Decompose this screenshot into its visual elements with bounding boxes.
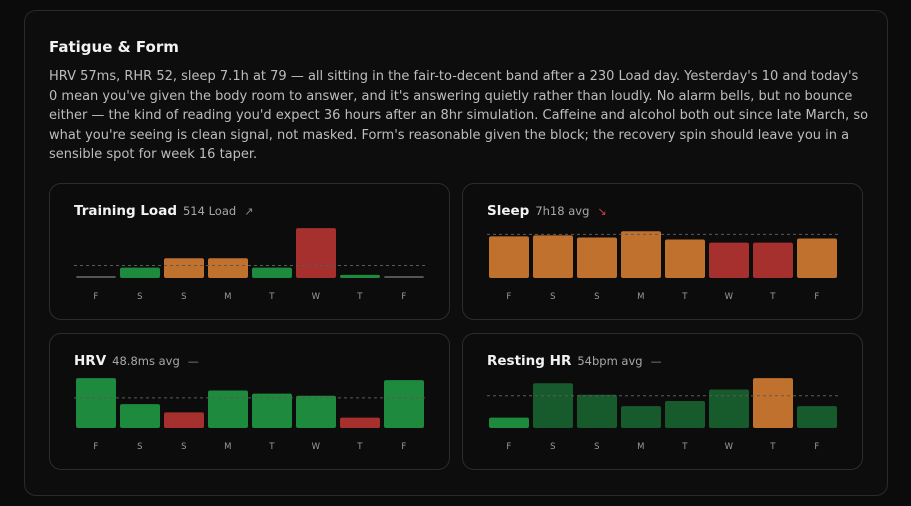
bar-0[interactable] — [489, 236, 529, 278]
hrv-chart — [74, 376, 426, 428]
bar-5[interactable] — [296, 395, 336, 428]
card-description: HRV 57ms, RHR 52, sleep 7.1h at 79 — all… — [49, 69, 869, 162]
panel-subtitle: 7h18 avg — [535, 204, 590, 218]
bar-6[interactable] — [340, 417, 380, 428]
bar-4[interactable] — [252, 393, 292, 428]
day-label: T — [770, 442, 776, 452]
bar-1[interactable] — [120, 267, 160, 278]
resting-hr-panel[interactable]: Resting HR 54bpm avg — F S S M T W T F — [462, 333, 863, 470]
day-label: M — [224, 442, 232, 452]
bar-0[interactable] — [76, 378, 116, 428]
day-label: S — [181, 442, 187, 452]
day-label: F — [814, 442, 820, 452]
bar-3[interactable] — [621, 231, 661, 278]
day-label: M — [637, 442, 645, 452]
day-label: T — [682, 442, 688, 452]
resting-hr-svg — [487, 378, 839, 428]
bar-4[interactable] — [665, 400, 705, 428]
bar-3[interactable] — [208, 258, 248, 278]
day-label: F — [506, 442, 512, 452]
bar-3[interactable] — [208, 390, 248, 428]
hrv-svg — [74, 378, 426, 428]
day-label: F — [506, 292, 512, 302]
bar-4[interactable] — [252, 267, 292, 278]
panel-title: Sleep — [487, 203, 530, 219]
bar-6[interactable] — [340, 274, 380, 278]
bar-7[interactable] — [384, 380, 424, 428]
bar-7[interactable] — [384, 276, 424, 278]
bar-7[interactable] — [797, 238, 837, 278]
trend-flat-icon: — — [187, 355, 199, 368]
bar-6[interactable] — [753, 242, 793, 278]
panel-subtitle: 48.8ms avg — [112, 354, 180, 368]
bar-4[interactable] — [665, 239, 705, 278]
bar-0[interactable] — [489, 417, 529, 428]
panel-title: Resting HR — [487, 353, 572, 369]
day-label: W — [311, 292, 321, 302]
day-label: S — [550, 442, 556, 452]
day-label: F — [93, 292, 99, 302]
bar-7[interactable] — [797, 406, 837, 428]
day-label: F — [93, 442, 99, 452]
training-load-svg — [74, 228, 426, 278]
bar-1[interactable] — [533, 235, 573, 278]
bar-5[interactable] — [709, 389, 749, 428]
training-load-panel[interactable]: Training Load 514 Load ↗ F S S M T W T F — [49, 183, 450, 320]
fatigue-form-card: Fatigue & Form HRV 57ms, RHR 52, sleep 7… — [24, 10, 888, 496]
panel-title: HRV — [74, 353, 107, 369]
day-label: M — [224, 292, 232, 302]
bar-6[interactable] — [753, 378, 793, 428]
sleep-svg — [487, 231, 839, 278]
bar-0[interactable] — [76, 276, 116, 278]
day-label: T — [357, 292, 363, 302]
day-label: F — [814, 292, 820, 302]
training-load-chart — [74, 226, 426, 278]
resting-hr-chart — [487, 376, 839, 428]
hrv-panel[interactable]: HRV 48.8ms avg — F S S M T W T F — [49, 333, 450, 470]
day-label: T — [770, 292, 776, 302]
panel-subtitle: 514 Load — [182, 204, 237, 218]
panel-title: Training Load — [74, 203, 177, 219]
bar-2[interactable] — [164, 258, 204, 278]
trend-down-icon: ↘ — [597, 205, 607, 218]
day-label: S — [594, 442, 600, 452]
day-label: S — [137, 292, 143, 302]
day-label: T — [357, 442, 363, 452]
day-label: W — [724, 442, 734, 452]
bar-1[interactable] — [533, 383, 573, 428]
bar-2[interactable] — [577, 237, 617, 278]
sleep-panel[interactable]: Sleep 7h18 avg ↘ F S S M T W T F — [462, 183, 863, 320]
day-label: W — [311, 442, 321, 452]
day-label: T — [269, 292, 275, 302]
card-title: Fatigue & Form — [49, 38, 179, 56]
bar-1[interactable] — [120, 404, 160, 428]
day-label: F — [401, 292, 407, 302]
day-label: W — [724, 292, 734, 302]
bar-5[interactable] — [296, 228, 336, 278]
day-label: S — [594, 292, 600, 302]
bar-3[interactable] — [621, 406, 661, 428]
day-label: F — [401, 442, 407, 452]
day-label: S — [550, 292, 556, 302]
bar-2[interactable] — [577, 394, 617, 428]
sleep-chart — [487, 226, 839, 278]
bar-5[interactable] — [709, 242, 749, 278]
day-label: S — [137, 442, 143, 452]
panel-subtitle: 54bpm avg — [577, 354, 643, 368]
trend-flat-icon: — — [650, 355, 662, 368]
bar-2[interactable] — [164, 412, 204, 428]
day-label: T — [269, 442, 275, 452]
day-label: T — [682, 292, 688, 302]
trend-up-icon: ↗ — [244, 205, 254, 218]
day-label: M — [637, 292, 645, 302]
day-label: S — [181, 292, 187, 302]
